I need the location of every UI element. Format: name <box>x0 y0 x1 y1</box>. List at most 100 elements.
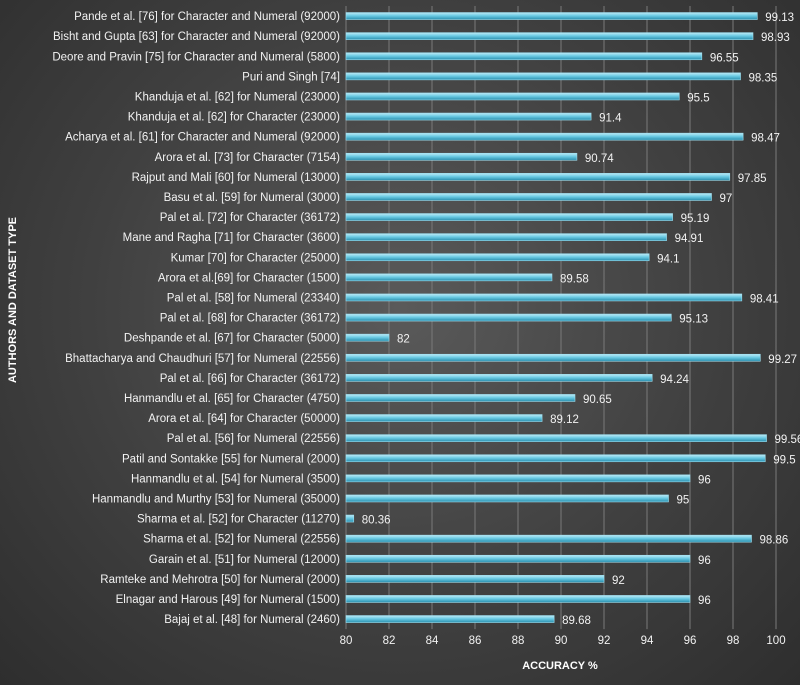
x-tick-label: 92 <box>598 635 611 647</box>
value-label: 95 <box>677 494 690 506</box>
value-label: 97 <box>720 193 733 205</box>
category-label: Basu et al. [59] for Numeral (3000) <box>164 192 341 204</box>
x-tick-label: 96 <box>684 635 697 647</box>
value-label: 96 <box>698 555 711 567</box>
category-label: Sharma et al. [52] for Numeral (22556) <box>143 534 340 546</box>
bar <box>345 615 555 623</box>
value-label: 96.55 <box>710 52 739 64</box>
bar <box>345 414 543 422</box>
value-label: 89.68 <box>562 615 591 627</box>
value-labels: 99.13 98.93 96.55 98.35 95.5 91.4 98.47 90.74 97… <box>362 12 800 627</box>
value-label: 98.35 <box>749 72 778 84</box>
bar <box>345 494 669 503</box>
x-tick-label: 86 <box>469 635 482 647</box>
category-label: Patil and Sontakke [55] for Numeral (200… <box>122 453 340 465</box>
bar <box>345 12 758 20</box>
category-label: Hanmandlu et al. [65] for Character (475… <box>124 393 340 405</box>
bar <box>345 273 553 282</box>
category-label: Pal et al. [66] for Character (36172) <box>160 373 340 385</box>
category-label: Elnagar and Harous [49] for Numeral (150… <box>116 594 341 606</box>
value-label: 98.86 <box>759 535 788 547</box>
value-label: 99.13 <box>765 12 794 24</box>
bar <box>345 434 767 442</box>
bar <box>345 374 653 382</box>
category-label: Garain et al. [51] for Numeral (12000) <box>149 554 340 566</box>
value-label: 90.65 <box>583 394 612 406</box>
bar <box>345 193 712 201</box>
category-label: Pal et al. [72] for Character (36172) <box>160 212 340 224</box>
category-label: Kumar [70] for Character (25000) <box>171 252 341 264</box>
x-tick-label: 84 <box>426 635 439 647</box>
bar <box>345 253 650 262</box>
category-label: Bajaj et al. [48] for Numeral (2460) <box>164 614 340 626</box>
value-label: 98.41 <box>750 293 779 305</box>
category-label: Pal et al. [56] for Numeral (22556) <box>167 433 340 445</box>
value-label: 96 <box>698 474 711 486</box>
value-label: 91.4 <box>599 113 622 125</box>
category-label: Pal et al. [58] for Numeral (23340) <box>167 292 340 304</box>
value-label: 82 <box>397 334 410 346</box>
category-label: Hanmandlu and Murthy [53] for Numeral (3… <box>92 493 340 505</box>
x-tick-label: 98 <box>727 635 740 647</box>
bar <box>345 534 752 543</box>
category-labels: Pande et al. [76] for Character and Nume… <box>52 11 340 626</box>
bar <box>345 152 578 161</box>
x-tick-label: 88 <box>512 635 525 647</box>
bar <box>345 333 390 342</box>
bar <box>345 474 691 483</box>
category-label: Puri and Singh [74] <box>242 71 340 83</box>
bars <box>345 12 767 623</box>
category-label: Sharma et al. [52] for Character (11270) <box>137 514 340 526</box>
value-label: 99.27 <box>768 354 797 366</box>
value-label: 90.74 <box>585 153 614 165</box>
bar <box>345 173 731 181</box>
category-label: Khanduja et al. [62] for Numeral (23000) <box>135 91 340 103</box>
category-label: Rajput and Mali [60] for Numeral (13000) <box>132 172 341 184</box>
x-axis-title: ACCURACY % <box>522 660 598 672</box>
bar <box>345 514 355 523</box>
value-label: 95.13 <box>679 314 708 326</box>
category-label: Hanmandlu et al. [54] for Numeral (3500) <box>131 473 340 485</box>
x-tick-label: 82 <box>383 635 396 647</box>
category-label: Arora et al.[69] for Character (1500) <box>158 272 340 284</box>
y-axis-title: AUTHORS AND DATASET TYPE <box>7 217 19 383</box>
value-label: 89.58 <box>560 273 589 285</box>
value-label: 89.12 <box>550 414 579 426</box>
bar <box>345 293 743 302</box>
bar <box>345 112 592 121</box>
value-label: 94.1 <box>657 253 679 265</box>
value-label: 95.19 <box>681 213 710 225</box>
bar <box>345 595 691 603</box>
value-label: 98.47 <box>751 133 780 145</box>
x-tick-label: 80 <box>340 635 353 647</box>
bar <box>345 132 744 141</box>
value-label: 94.91 <box>675 233 704 245</box>
category-label: Bhattacharya and Chaudhuri [57] for Nume… <box>65 353 340 365</box>
x-tick-labels: 80 82 84 86 88 90 92 94 96 98 100 <box>340 635 786 647</box>
bar <box>345 394 576 402</box>
x-tick-label: 90 <box>555 635 568 647</box>
category-label: Arora et al. [64] for Character (50000) <box>148 413 340 425</box>
bar <box>345 454 766 463</box>
bar <box>345 52 703 61</box>
category-label: Pal et al. [68] for Character (36172) <box>160 313 340 325</box>
bar <box>345 32 754 40</box>
bar <box>345 72 741 81</box>
value-label: 80.36 <box>362 515 391 527</box>
category-label: Bisht and Gupta [63] for Character and N… <box>53 31 340 43</box>
value-label: 96 <box>698 595 711 607</box>
value-label: 99.56 <box>775 434 800 446</box>
category-label: Deore and Pravin [75] for Character and … <box>52 51 340 63</box>
bar <box>345 353 761 362</box>
category-label: Arora et al. [73] for Character (7154) <box>155 152 341 164</box>
category-label: Ramteke and Mehrotra [50] for Numeral (2… <box>100 574 340 586</box>
bar <box>345 213 673 221</box>
x-tick-label: 94 <box>641 635 654 647</box>
bar <box>345 233 667 241</box>
x-tick-label: 100 <box>766 635 785 647</box>
category-label: Acharya et al. [61] for Character and Nu… <box>65 132 340 144</box>
bar <box>345 313 672 322</box>
value-label: 98.93 <box>761 32 790 44</box>
value-label: 92 <box>612 575 625 587</box>
